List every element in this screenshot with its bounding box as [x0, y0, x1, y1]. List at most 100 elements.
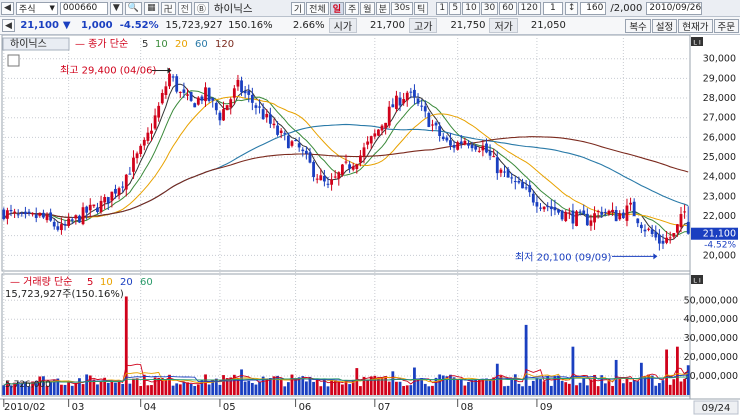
volume-bar — [81, 384, 85, 395]
candle-body — [110, 191, 114, 201]
action-button-1[interactable]: 설정 — [651, 18, 678, 33]
volume-tick-label: 30,000,000 — [684, 333, 738, 344]
favorite-icon[interactable]: Ⓑ — [193, 1, 209, 15]
volume-ma-line-60 — [3, 376, 689, 386]
volume-bar — [387, 381, 391, 395]
candle-body — [164, 86, 168, 95]
volume-bar — [618, 378, 622, 395]
price-axis-unit: L I — [693, 39, 701, 47]
note-icon[interactable]: 卍 — [160, 1, 176, 15]
volume-bar — [564, 382, 568, 395]
volume-bar — [121, 383, 125, 395]
candle-body — [272, 123, 276, 126]
volume-bar — [456, 379, 460, 395]
volume-bar — [467, 381, 470, 395]
volume-bar — [304, 381, 308, 395]
period-button-3[interactable]: 주 — [345, 1, 360, 15]
period-button-0[interactable]: 기 — [290, 1, 306, 15]
interval-button-120[interactable]: 120 — [517, 1, 541, 15]
candle-body — [517, 180, 521, 183]
candle-body — [229, 99, 233, 108]
candle-body — [398, 97, 402, 106]
interval-button-5[interactable]: 5 — [449, 1, 462, 15]
volume-bar — [593, 374, 596, 395]
x-axis-label: 07 — [378, 402, 391, 413]
candle-body — [549, 206, 553, 210]
candle-body — [240, 80, 243, 93]
prev-icon[interactable]: ◀ — [1, 1, 14, 15]
date-input[interactable]: 2010/09/26 — [646, 1, 703, 15]
period-button-7[interactable]: 틱 — [414, 1, 429, 15]
volume-bar — [322, 379, 326, 395]
price-tick-label: 26,000 — [703, 132, 736, 143]
candle-body — [330, 179, 333, 185]
price-tick-label: 24,000 — [703, 172, 736, 183]
price-tick-label: 29,000 — [703, 73, 736, 84]
volume-bar — [243, 381, 247, 395]
candle-body — [63, 224, 67, 226]
search-icon[interactable]: 🔍 — [124, 1, 143, 15]
chevron-down-icon: ▼ — [49, 4, 55, 12]
candle-body — [132, 157, 135, 172]
volume-bar — [63, 384, 67, 395]
candle-body — [258, 106, 261, 108]
security-type-value: 주식 — [18, 4, 36, 15]
candle-body — [279, 130, 283, 133]
volume-bar — [88, 375, 92, 395]
volume-bar — [481, 379, 485, 395]
action-button-0[interactable]: 복수 — [625, 18, 651, 33]
volume-bar — [16, 381, 20, 395]
candle-body — [377, 129, 380, 136]
volume-bar — [139, 385, 143, 395]
volume-bar — [420, 378, 424, 395]
interval-button-1[interactable]: 1 — [436, 1, 449, 15]
interval-button-60[interactable]: 60 — [499, 1, 517, 15]
period-button-6[interactable]: 30s — [390, 1, 414, 15]
volume-bar — [229, 377, 233, 395]
count-value: 160 — [586, 3, 604, 13]
volume-bar — [391, 371, 395, 395]
security-type-select[interactable]: 주식 ▼ — [15, 1, 58, 15]
step-spin-icon[interactable]: ↕ — [564, 1, 579, 15]
candle-body — [150, 130, 153, 134]
jeon-icon[interactable]: 전 — [177, 1, 192, 15]
volume-value-label: 15,723,927주(150.16%) — [5, 289, 124, 300]
grid-icon[interactable]: ▦ — [144, 1, 159, 15]
count-input[interactable]: 160 — [580, 1, 607, 15]
volume-bar — [164, 379, 168, 395]
step-input[interactable]: 1 — [542, 1, 563, 15]
candle-body — [413, 89, 416, 98]
volume-bar — [459, 378, 463, 395]
candle-body — [196, 97, 200, 105]
interval-button-30[interactable]: 30 — [480, 1, 499, 15]
volume-bar — [348, 384, 352, 395]
candle-body — [204, 87, 207, 102]
period-button-4[interactable]: 월 — [360, 1, 375, 15]
period-button-1[interactable]: 전체 — [306, 1, 329, 15]
action-button-2[interactable]: 현재가 — [678, 18, 713, 33]
candle-body — [589, 220, 593, 226]
volume-bar — [146, 385, 150, 395]
volume-tick-label: 20,000,000 — [684, 352, 738, 363]
period-button-5[interactable]: 분 — [375, 1, 390, 15]
total-count: /2,000 — [610, 2, 643, 14]
candle-body — [593, 213, 596, 223]
stock-code-input[interactable]: 000660 — [59, 1, 108, 15]
candle-body — [402, 99, 406, 104]
scroll-left-icon[interactable]: ◀ — [2, 19, 15, 32]
candle-body — [524, 187, 528, 189]
high-label: 고가 — [409, 18, 438, 33]
volume-bar — [513, 374, 517, 395]
volume-bar — [182, 381, 186, 395]
action-button-3[interactable]: 주문 — [713, 18, 739, 33]
volume-bar — [639, 362, 643, 395]
volume-bar — [24, 381, 27, 395]
code-dropdown-icon[interactable]: ▼ — [109, 1, 123, 15]
interval-button-10[interactable]: 10 — [462, 1, 480, 15]
candle-body — [387, 106, 391, 126]
volume-bar — [67, 381, 71, 395]
candle-body — [679, 214, 683, 228]
volume-bar — [596, 386, 600, 395]
period-button-2[interactable]: 일 — [329, 1, 345, 15]
volume-bar — [9, 385, 13, 395]
